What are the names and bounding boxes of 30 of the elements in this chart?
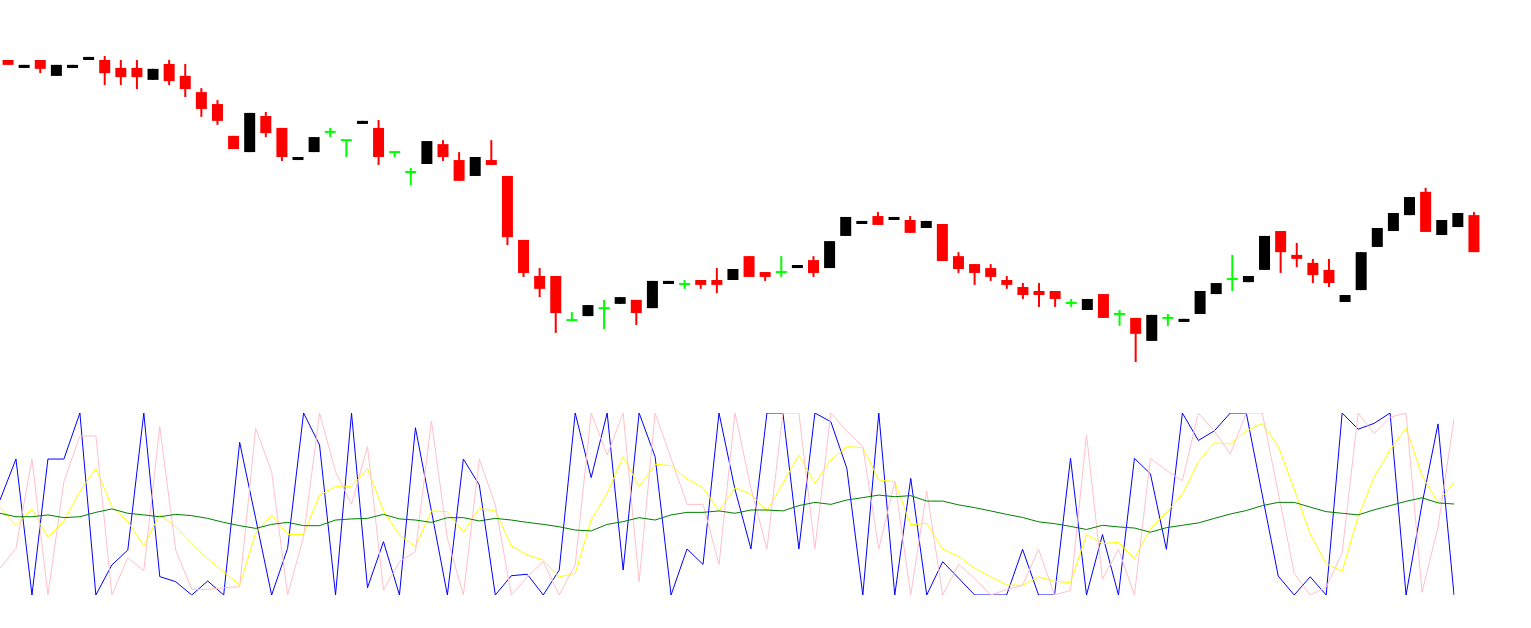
candlestick	[597, 298, 611, 330]
candlestick	[1323, 257, 1335, 289]
candlestick	[163, 58, 175, 87]
candlestick	[534, 267, 546, 299]
candlestick	[1130, 316, 1142, 363]
candlestick	[1275, 230, 1287, 274]
candlestick	[339, 139, 353, 158]
candlestick	[211, 99, 223, 126]
candlestick	[1291, 241, 1303, 269]
candlestick	[807, 255, 819, 278]
candlestick	[1194, 290, 1206, 315]
candlestick	[179, 62, 191, 98]
candlestick	[743, 255, 755, 278]
candlestick	[99, 55, 111, 87]
candlestick	[437, 139, 449, 162]
candlestick	[453, 151, 465, 182]
candlestick	[1033, 282, 1045, 308]
candlestick	[630, 298, 642, 326]
candlestick	[1225, 253, 1239, 293]
candlestick	[115, 58, 127, 87]
candlestick	[195, 87, 207, 118]
candlestick	[260, 111, 272, 139]
candlestick	[774, 255, 788, 278]
candlestick	[1307, 257, 1319, 285]
candlestick	[969, 263, 981, 286]
candlestick	[131, 58, 143, 91]
candlestick	[485, 139, 497, 166]
candlestick	[952, 251, 964, 274]
candlestick	[1097, 293, 1109, 319]
candlestick	[711, 267, 723, 295]
